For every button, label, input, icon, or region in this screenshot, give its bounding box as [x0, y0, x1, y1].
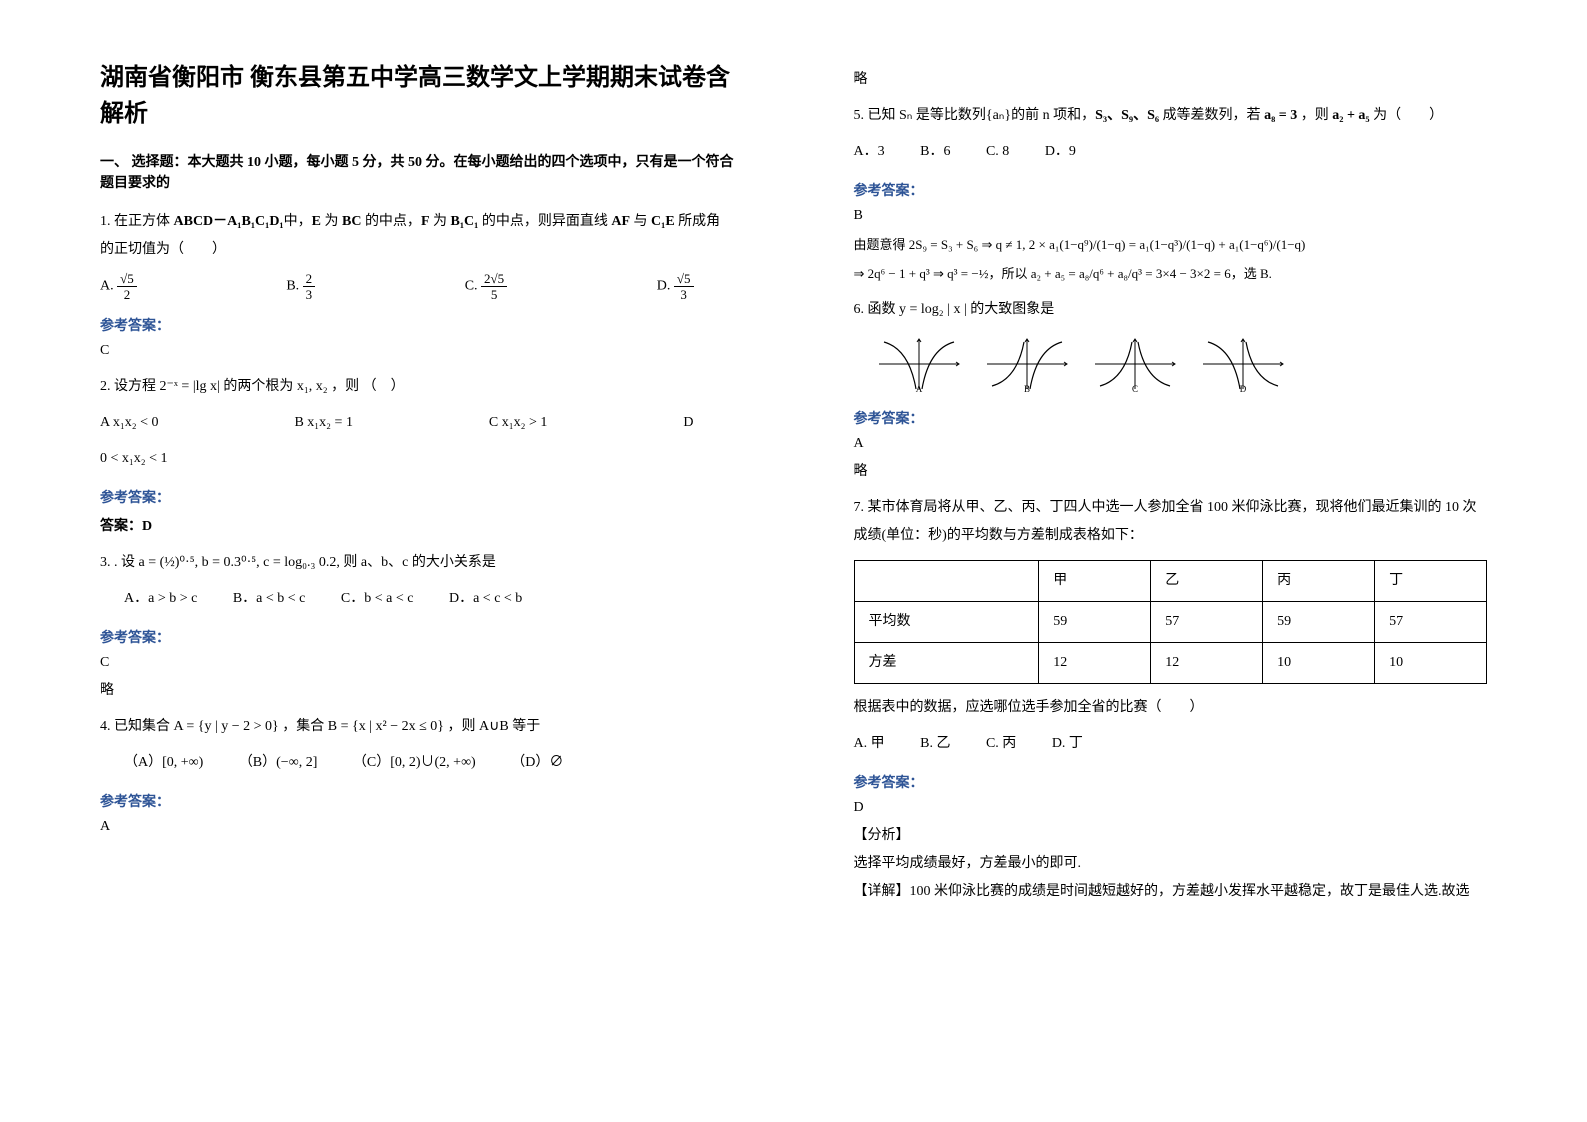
q6-note: 略: [854, 460, 1488, 480]
graph-A: A: [874, 334, 964, 394]
q2-answer: 答案：D: [100, 515, 734, 535]
q3-optC: C．b < a < c: [341, 591, 414, 606]
right-column: 略 5. 已知 Sₙ 是等比数列{aₙ}的前 n 项和，S₃、S₉、S₆ 成等差…: [794, 60, 1587, 1082]
q5-optC: C. 8: [986, 144, 1009, 159]
q7-analysis-label: 【分析】: [854, 824, 1488, 844]
question-6: 6. 函数 y = log₂ | x | 的大致图象是 A B: [854, 296, 1488, 394]
question-7: 7. 某市体育局将从甲、乙、丙、丁四人中选一人参加全省 100 米仰泳比赛，现将…: [854, 494, 1488, 758]
q3-optA: A．a > b > c: [124, 591, 197, 606]
q4-optC: （C）[0, 2)∪(2, +∞): [353, 755, 476, 770]
svg-text:B: B: [1023, 384, 1029, 394]
q4-options: （A）[0, +∞) （B）(−∞, 2] （C）[0, 2)∪(2, +∞) …: [100, 749, 734, 777]
svg-text:C: C: [1131, 384, 1137, 394]
q2-optA: A x₁x₂ < 0: [100, 409, 159, 437]
question-1: 1. 在正方体 ABCD－A₁B₁C₁D₁中，E 为 BC 的中点，F 为 B₁…: [100, 208, 734, 301]
q6-answer: A: [854, 436, 1488, 452]
question-2: 2. 设方程 2⁻ˣ = |lg x| 的两个根为 x₁, x₂ ，则 （ ） …: [100, 373, 734, 473]
q1-text: 1. 在正方体 ABCD－A₁B₁C₁D₁中，E 为 BC 的中点，F 为 B₁…: [100, 214, 720, 257]
q1-optB: B. 23: [286, 272, 315, 301]
svg-text:A: A: [915, 384, 922, 394]
q7-analysis: 选择平均成绩最好，方差最小的即可.: [854, 852, 1488, 872]
q5-working2: ⇒ 2q⁶ − 1 + q³ ⇒ q³ = −½，所以 a₂ + a₅ = a₈…: [854, 263, 1488, 282]
answer-label: 参考答案：: [100, 315, 734, 335]
q7-optA: A. 甲: [854, 736, 885, 751]
q3-optB: B．a < b < c: [233, 591, 306, 606]
q5-options: A．3 B．6 C. 8 D．9: [854, 138, 1488, 166]
table-row: 方差 12 12 10 10: [854, 643, 1487, 684]
q1-options: A. √52 B. 23 C. 2√55 D. √53: [100, 272, 734, 301]
q5-optD: D．9: [1045, 144, 1076, 159]
q7-options: A. 甲 B. 乙 C. 丙 D. 丁: [854, 730, 1488, 758]
q2-optC: C x₁x₂ > 1: [489, 409, 548, 437]
answer-label: 参考答案：: [854, 772, 1488, 792]
q4-note: 略: [854, 68, 1488, 88]
table-row: 平均数 59 57 59 57: [854, 602, 1487, 643]
q3-options: A．a > b > c B．a < b < c C．b < a < c D．a …: [100, 585, 734, 613]
q4-optD: （D）∅: [511, 755, 563, 770]
q3-note: 略: [100, 679, 734, 699]
question-3: 3. . 设 a = (½)⁰·⁵, b = 0.3⁰·⁵, c = log₀.…: [100, 549, 734, 613]
answer-label: 参考答案：: [100, 791, 734, 811]
q7-optC: C. 丙: [986, 736, 1016, 751]
q3-optD: D．a < c < b: [449, 591, 522, 606]
q7-detail: 【详解】100 米仰泳比赛的成绩是时间越短越好的，方差越小发挥水平越稳定，故丁是…: [854, 880, 1488, 900]
answer-label: 参考答案：: [100, 487, 734, 507]
q2-optB: B x₁x₂ = 1: [294, 409, 353, 437]
q2-optD: D: [683, 409, 693, 437]
q5-optA: A．3: [854, 144, 885, 159]
q1-optD: D. √53: [657, 272, 694, 301]
graph-D: D: [1198, 334, 1288, 394]
answer-label: 参考答案：: [100, 627, 734, 647]
table-header-row: 甲 乙 丙 丁: [854, 561, 1487, 602]
section-heading: 一、 选择题：本大题共 10 小题，每小题 5 分，共 50 分。在每小题给出的…: [100, 152, 734, 194]
q1-answer: C: [100, 343, 734, 359]
q7-answer: D: [854, 800, 1488, 816]
q1-optC: C. 2√55: [465, 272, 507, 301]
q5-optB: B．6: [920, 144, 950, 159]
q2-options: A x₁x₂ < 0 B x₁x₂ = 1 C x₁x₂ > 1 D: [100, 409, 734, 437]
q7-optB: B. 乙: [920, 736, 950, 751]
svg-text:D: D: [1239, 384, 1246, 394]
q4-optB: （B）(−∞, 2]: [239, 755, 318, 770]
q4-answer: A: [100, 819, 734, 835]
page-title: 湖南省衡阳市 衡东县第五中学高三数学文上学期期末试卷含解析: [100, 60, 734, 132]
answer-label: 参考答案：: [854, 408, 1488, 428]
q6-graphs: A B C: [854, 334, 1488, 394]
graph-C: C: [1090, 334, 1180, 394]
q4-optA: （A）[0, +∞): [124, 755, 203, 770]
q3-answer: C: [100, 655, 734, 671]
question-4: 4. 已知集合 A = {y | y − 2 > 0} ，集合 B = {x |…: [100, 713, 734, 777]
q7-optD: D. 丁: [1052, 736, 1083, 751]
left-column: 湖南省衡阳市 衡东县第五中学高三数学文上学期期末试卷含解析 一、 选择题：本大题…: [0, 60, 794, 1082]
question-5: 5. 已知 Sₙ 是等比数列{aₙ}的前 n 项和，S₃、S₉、S₆ 成等差数列…: [854, 102, 1488, 166]
graph-B: B: [982, 334, 1072, 394]
q5-answer: B: [854, 208, 1488, 224]
q2-optD2: 0 < x₁x₂ < 1: [100, 445, 734, 473]
q7-table: 甲 乙 丙 丁 平均数 59 57 59 57 方差 12 12 10 10: [854, 560, 1488, 684]
q5-working1: 由题意得 2S₉ = S₃ + S₆ ⇒ q ≠ 1, 2 × a₁(1−q⁹)…: [854, 234, 1488, 253]
answer-label: 参考答案：: [854, 180, 1488, 200]
q1-optA: A. √52: [100, 272, 137, 301]
